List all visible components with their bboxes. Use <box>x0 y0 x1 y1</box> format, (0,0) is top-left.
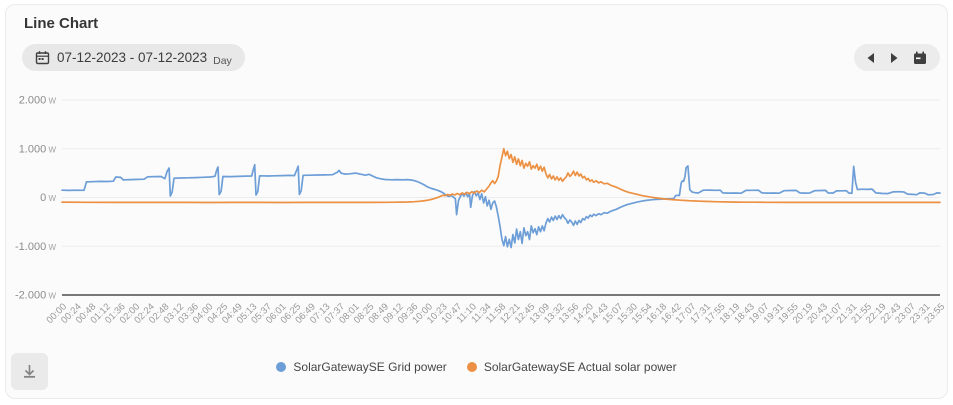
legend-item-grid-power[interactable]: SolarGatewaySE Grid power <box>276 360 447 374</box>
solar-power-legend-label: SolarGatewaySE Actual solar power <box>483 360 677 374</box>
svg-text:0 W: 0 W <box>40 192 56 204</box>
calendar-filled-icon <box>913 51 927 65</box>
solar-power-legend-dot-icon <box>466 362 477 372</box>
date-range-label: 07-12-2023 - 07-12-2023 <box>57 50 208 65</box>
previous-period-button[interactable] <box>865 51 877 65</box>
download-chart-button[interactable] <box>11 353 48 390</box>
jump-to-date-button[interactable] <box>911 49 929 67</box>
calendar-outline-icon <box>35 50 50 65</box>
chevron-left-icon <box>867 52 875 63</box>
granularity-label: Day <box>213 55 232 67</box>
download-icon <box>21 363 38 380</box>
next-period-button[interactable] <box>888 51 900 65</box>
svg-text:1.000 W: 1.000 W <box>19 143 57 155</box>
svg-text:2.000 W: 2.000 W <box>19 95 57 107</box>
svg-text:-2.000 W: -2.000 W <box>15 290 56 302</box>
grid-power-legend-dot-icon <box>276 362 287 372</box>
date-range-picker[interactable]: 07-12-2023 - 07-12-2023 Day <box>22 44 245 71</box>
chevron-right-icon <box>890 52 898 63</box>
svg-text:-1.000 W: -1.000 W <box>15 241 56 253</box>
legend-item-solar-power[interactable]: SolarGatewaySE Actual solar power <box>466 360 677 374</box>
grid-power-legend-label: SolarGatewaySE Grid power <box>293 360 447 374</box>
page-title: Line Chart <box>24 15 99 32</box>
chart-legend: SolarGatewaySE Grid power SolarGatewaySE… <box>0 360 953 374</box>
date-nav-controls <box>854 44 940 71</box>
